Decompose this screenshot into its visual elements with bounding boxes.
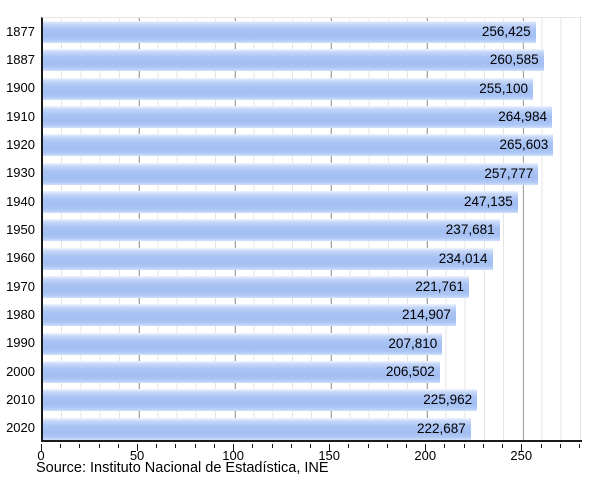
x-axis-tick-label: 0 xyxy=(37,448,45,463)
bar-value-label: 221,761 xyxy=(415,279,465,294)
y-axis-label: 1930 xyxy=(6,165,35,181)
x-axis-tick-minor xyxy=(290,444,292,448)
y-axis-label: 1920 xyxy=(6,136,35,152)
x-axis-tick-minor xyxy=(444,444,446,448)
x-axis-tick-minor xyxy=(578,444,580,448)
y-axis-label: 2020 xyxy=(6,420,35,436)
x-axis-tick-minor xyxy=(175,444,177,448)
y-axis-label: 1887 xyxy=(6,51,35,67)
bar-value-label: 222,687 xyxy=(417,420,466,436)
x-axis-tick-minor xyxy=(502,444,504,448)
bar-1940: 247,135 xyxy=(43,191,518,213)
bar-1877: 256,425 xyxy=(43,21,536,43)
x-axis-tick-label: 250 xyxy=(510,448,533,463)
x-axis-tick-minor xyxy=(559,444,561,448)
x-axis-tick-major xyxy=(425,444,427,451)
bar-value-label: 264,984 xyxy=(498,109,548,124)
y-axis-label: 1970 xyxy=(6,278,35,294)
x-axis-tick-minor xyxy=(252,444,254,448)
y-axis-label: 1940 xyxy=(6,193,35,209)
y-axis-label: 1877 xyxy=(6,23,35,39)
bar-value-label: 214,907 xyxy=(402,307,451,323)
bar-value-label: 255,100 xyxy=(479,80,529,96)
source-caption: Source: Instituto Nacional de Estadístic… xyxy=(36,460,329,476)
bar-value-label: 260,585 xyxy=(489,52,539,68)
bar-1900: 255,100 xyxy=(43,77,534,100)
x-axis-tick-minor xyxy=(98,444,100,448)
x-axis-tick-major xyxy=(41,444,42,451)
x-axis-tick-major xyxy=(137,444,139,451)
y-axis-label: 2010 xyxy=(6,391,35,407)
y-axis-label: 1900 xyxy=(6,80,35,96)
bar-1920: 265,603 xyxy=(43,134,554,157)
bar-1990: 207,810 xyxy=(43,332,443,355)
bar-1960: 234,014 xyxy=(43,247,493,270)
x-axis-tick-minor xyxy=(79,444,81,448)
x-axis-tick-minor xyxy=(117,444,119,448)
x-axis-tick-minor xyxy=(194,444,196,448)
bar-1887: 260,585 xyxy=(43,49,544,72)
bar-value-label: 256,425 xyxy=(481,24,531,39)
x-axis-tick-major xyxy=(233,444,235,451)
bar-value-label: 247,135 xyxy=(463,194,513,209)
bar-value-label: 237,681 xyxy=(445,222,495,238)
x-axis-tick-label: 100 xyxy=(222,448,244,463)
bar-1950: 237,681 xyxy=(43,219,500,242)
bar-1930: 257,777 xyxy=(43,162,539,185)
x-axis-tick-label: 50 xyxy=(129,448,145,463)
bar-2020: 222,687 xyxy=(43,417,471,440)
bar-value-label: 234,014 xyxy=(438,250,488,266)
x-axis: 0 50 100 150 200 250 xyxy=(37,444,586,478)
x-axis-tick-minor xyxy=(271,444,273,448)
x-axis-tick-minor xyxy=(540,444,542,448)
bar-value-label: 207,810 xyxy=(388,335,438,351)
x-axis-tick-minor xyxy=(156,444,158,448)
plot-area: 256,425 260,585 255,100 264,984 265,603 257,7… xyxy=(41,17,582,442)
x-axis-tick-minor xyxy=(60,444,62,448)
y-axis-label: 1950 xyxy=(6,221,35,237)
x-axis-tick-label: 150 xyxy=(318,448,341,463)
bar-value-label: 257,777 xyxy=(484,165,534,181)
y-axis-label: 1960 xyxy=(6,250,35,266)
x-axis-tick-minor xyxy=(482,444,484,448)
x-axis-tick-minor xyxy=(367,444,369,448)
bar-1970: 221,761 xyxy=(43,276,470,298)
bar-value-label: 225,962 xyxy=(423,392,473,408)
y-axis-label: 2000 xyxy=(6,363,35,379)
x-axis-tick-major xyxy=(329,444,331,451)
bar-2010: 225,962 xyxy=(43,389,478,412)
bar-value-label: 265,603 xyxy=(499,137,549,153)
bar-1980: 214,907 xyxy=(43,304,456,327)
x-axis-tick-minor xyxy=(386,444,388,448)
x-axis-tick-minor xyxy=(213,444,215,448)
x-axis-tick-major xyxy=(521,444,523,451)
x-axis-tick-minor xyxy=(463,444,465,448)
bar-1910: 264,984 xyxy=(43,106,553,128)
bar-2000: 206,502 xyxy=(43,361,440,383)
x-axis-tick-minor xyxy=(348,444,350,448)
y-axis-label: 1980 xyxy=(6,306,35,322)
y-axis-label: 1910 xyxy=(6,108,35,124)
x-axis-tick-minor xyxy=(406,444,408,448)
x-axis-tick-label: 200 xyxy=(414,448,437,463)
y-axis-label: 1990 xyxy=(6,335,35,351)
x-axis-tick-minor xyxy=(309,444,311,448)
bar-value-label: 206,502 xyxy=(385,364,435,379)
gridline-major xyxy=(523,18,525,440)
